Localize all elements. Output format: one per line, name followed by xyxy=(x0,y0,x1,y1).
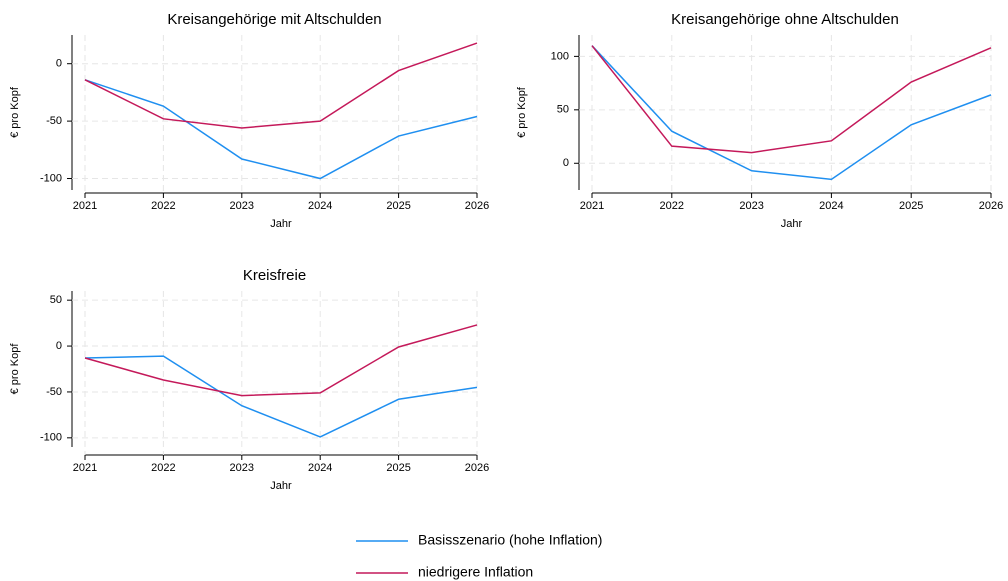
legend-label: Basisszenario (hohe Inflation) xyxy=(418,532,602,548)
y-tick-label: 0 xyxy=(563,157,569,169)
y-axis-label: € pro Kopf xyxy=(9,86,21,138)
x-tick-label: 2025 xyxy=(386,462,410,474)
x-tick-label: 2021 xyxy=(73,200,97,212)
series-line xyxy=(84,355,478,438)
legend-label: niedrigere Inflation xyxy=(418,564,533,580)
x-tick-label: 2024 xyxy=(308,462,332,474)
series-line xyxy=(84,79,478,180)
y-tick-label: 50 xyxy=(557,104,569,116)
y-tick-label: 50 xyxy=(50,294,62,306)
y-axis-label: € pro Kopf xyxy=(516,86,528,138)
chart-title: Kreisangehörige mit Altschulden xyxy=(167,11,381,28)
x-axis-label: Jahr xyxy=(781,218,803,230)
y-axis-label: € pro Kopf xyxy=(9,343,21,395)
x-tick-label: 2022 xyxy=(151,200,175,212)
x-tick-label: 2025 xyxy=(386,200,410,212)
x-tick-label: 2026 xyxy=(465,200,489,212)
chart-title: Kreisangehörige ohne Altschulden xyxy=(671,11,899,28)
x-tick-label: 2023 xyxy=(739,200,763,212)
x-tick-label: 2021 xyxy=(73,462,97,474)
chart-title: Kreisfreie xyxy=(243,267,306,284)
y-tick-label: -100 xyxy=(40,172,62,184)
series-line xyxy=(591,45,992,154)
y-tick-label: 0 xyxy=(56,340,62,352)
y-tick-label: 100 xyxy=(551,50,569,62)
x-tick-label: 2024 xyxy=(819,200,843,212)
y-tick-label: -100 xyxy=(40,432,62,444)
x-tick-label: 2026 xyxy=(465,462,489,474)
x-tick-label: 2022 xyxy=(660,200,684,212)
x-tick-label: 2024 xyxy=(308,200,332,212)
x-tick-label: 2026 xyxy=(979,200,1003,212)
y-tick-label: 0 xyxy=(56,58,62,70)
series-line xyxy=(84,324,478,397)
series-line xyxy=(591,45,992,181)
x-tick-label: 2025 xyxy=(899,200,923,212)
x-tick-label: 2023 xyxy=(230,200,254,212)
x-axis-label: Jahr xyxy=(270,218,292,230)
series-line xyxy=(84,42,478,129)
x-tick-label: 2022 xyxy=(151,462,175,474)
y-tick-label: -50 xyxy=(46,115,62,127)
y-tick-label: -50 xyxy=(46,386,62,398)
x-tick-label: 2023 xyxy=(230,462,254,474)
x-axis-label: Jahr xyxy=(270,480,292,492)
x-tick-label: 2021 xyxy=(580,200,604,212)
